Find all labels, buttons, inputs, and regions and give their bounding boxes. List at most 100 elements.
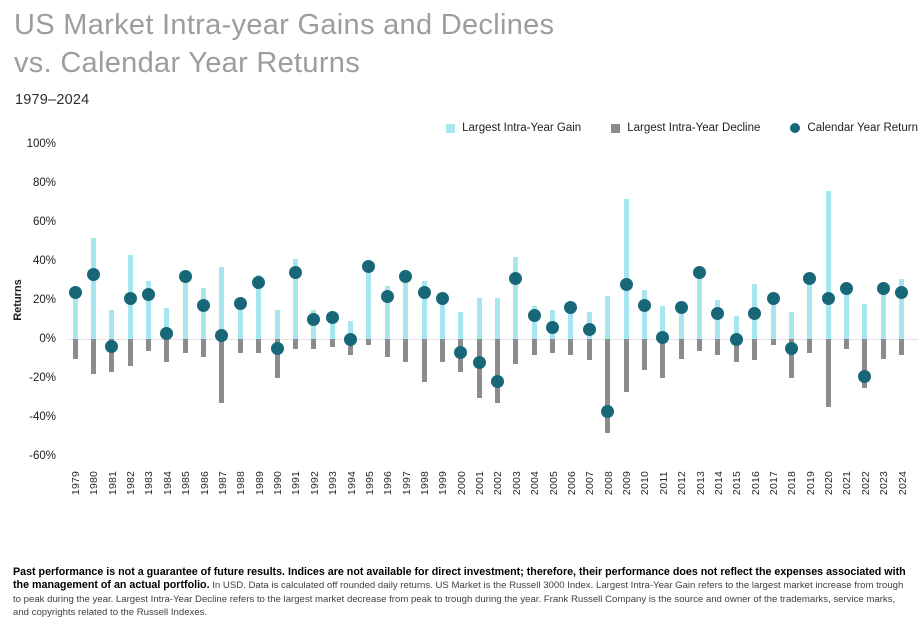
legend-item-decline: Largest Intra-Year Decline — [611, 122, 760, 134]
year-label: 2000 — [455, 470, 468, 496]
y-tick-label: -60% — [29, 450, 56, 462]
decline-bar — [145, 339, 151, 351]
decline-bar — [201, 339, 207, 357]
year-label: 2015 — [731, 470, 744, 496]
decline-bar — [660, 339, 666, 378]
year-label: 2004 — [529, 470, 542, 496]
decline-bar — [531, 339, 537, 355]
gain-swatch-icon — [446, 123, 456, 133]
gain-bar — [605, 296, 611, 339]
legend-label-gain: Largest Intra-Year Gain — [462, 122, 582, 134]
return-dot — [123, 291, 137, 305]
year-label: 1993 — [327, 470, 340, 496]
gain-bar — [733, 315, 739, 339]
decline-bar — [403, 339, 409, 363]
year-label: 1995 — [363, 470, 376, 496]
year-label: 2013 — [694, 470, 707, 496]
gain-bar — [348, 321, 354, 339]
return-dot — [527, 309, 541, 323]
decline-bar — [311, 339, 317, 349]
decline-bar — [348, 339, 354, 355]
year-label: 2007 — [584, 470, 597, 496]
gain-bar — [660, 305, 666, 339]
return-dot — [876, 281, 890, 295]
gain-bar — [476, 298, 482, 339]
return-dot — [435, 291, 449, 305]
gain-bar — [458, 311, 464, 339]
return-dot — [637, 299, 651, 313]
gain-bar — [219, 266, 225, 339]
decline-bar — [182, 339, 188, 353]
return-dot — [858, 369, 872, 383]
decline-bar — [513, 339, 519, 365]
gain-bar — [623, 198, 629, 339]
gain-bar — [807, 272, 813, 339]
decline-bar — [164, 339, 170, 363]
year-label: 1999 — [437, 470, 450, 496]
gain-bar — [366, 268, 372, 339]
year-label: 1982 — [125, 470, 138, 496]
return-dot — [197, 299, 211, 313]
decline-bar — [72, 339, 78, 359]
year-label: 1983 — [143, 470, 156, 496]
gain-bar — [109, 309, 115, 339]
return-dot — [839, 281, 853, 295]
gain-bar — [770, 294, 776, 339]
gain-bar — [439, 296, 445, 339]
decline-bar — [109, 339, 115, 373]
return-dot — [417, 285, 431, 299]
decline-bar — [439, 339, 445, 363]
legend-label-decline: Largest Intra-Year Decline — [627, 122, 761, 134]
return-dot — [564, 301, 578, 315]
gain-bar — [697, 272, 703, 339]
decline-bar — [219, 339, 225, 404]
return-dot — [178, 270, 192, 284]
gain-bar — [880, 288, 886, 339]
gain-bar — [788, 311, 794, 339]
y-tick-label: 60% — [32, 216, 56, 228]
gain-bar — [678, 303, 684, 339]
return-dot — [803, 272, 817, 286]
year-label: 2011 — [657, 471, 670, 495]
y-tick-label: 0% — [39, 333, 56, 345]
gain-bar — [513, 257, 519, 339]
return-dot — [509, 272, 523, 286]
return-dot — [821, 291, 835, 305]
return-dot — [141, 287, 155, 301]
legend-item-return: Calendar Year Return — [790, 122, 918, 134]
gain-bar — [164, 307, 170, 339]
legend-item-gain: Largest Intra-Year Gain — [446, 122, 581, 134]
year-label: 1994 — [345, 470, 358, 496]
decline-bar — [899, 339, 905, 355]
year-label: 1984 — [161, 470, 174, 496]
return-dot — [766, 291, 780, 305]
gain-bar — [72, 290, 78, 339]
year-label: 1996 — [382, 470, 395, 496]
gain-bar — [568, 301, 574, 339]
gain-bar — [421, 280, 427, 339]
decline-bar — [586, 339, 592, 361]
year-label: 2021 — [841, 470, 854, 496]
year-label: 2010 — [639, 470, 652, 496]
gain-bar — [256, 274, 262, 339]
decline-bar — [752, 339, 758, 361]
year-label: 2005 — [547, 470, 560, 496]
decline-bar — [237, 339, 243, 353]
year-label: 1985 — [180, 470, 193, 496]
decline-bar — [880, 339, 886, 359]
gain-bar — [329, 315, 335, 339]
decline-bar — [366, 339, 372, 345]
year-label: 2020 — [823, 470, 836, 496]
year-label: 2008 — [602, 470, 615, 496]
page-title-line1: US Market Intra-year Gains and Declines — [14, 9, 555, 41]
return-dot — [619, 277, 633, 291]
decline-bar — [292, 339, 298, 349]
page-subtitle: 1979–2024 — [15, 92, 90, 108]
return-dot — [105, 340, 119, 354]
page-title: US Market Intra-year Gains and Declines … — [14, 6, 774, 82]
return-dot — [693, 266, 707, 280]
legend-label-return: Calendar Year Return — [807, 122, 918, 134]
gain-bar — [843, 288, 849, 339]
decline-bar — [678, 339, 684, 359]
gain-bar — [641, 290, 647, 339]
